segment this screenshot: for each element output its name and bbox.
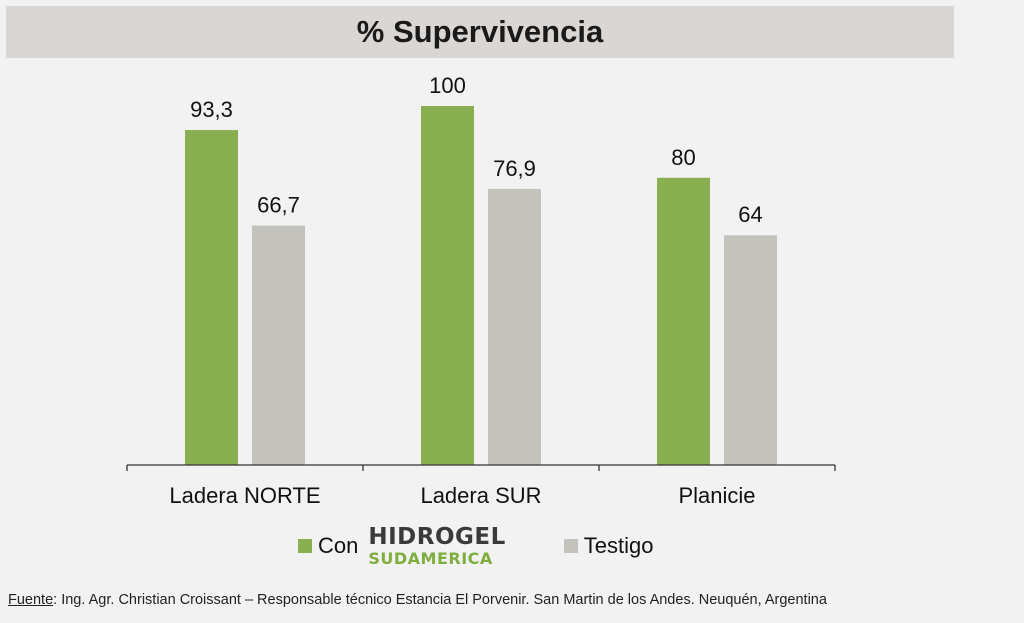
hidrogel-logo: HIDROGEL SUDAMERICA: [368, 523, 506, 568]
legend: Con HIDROGEL SUDAMERICA Testigo: [298, 521, 664, 571]
bar-con: [657, 177, 710, 466]
chart-title: % Supervivencia: [356, 14, 604, 49]
source-footer: Fuente: Ing. Agr. Christian Croissant – …: [8, 592, 827, 608]
bar-con: [421, 106, 474, 465]
legend-swatch-con: [298, 539, 312, 553]
bar-con: [185, 130, 238, 466]
x-tick-label: Ladera NORTE: [169, 483, 320, 508]
data-label: 66,7: [257, 193, 300, 218]
data-label: 64: [738, 202, 762, 227]
chart-title-bar: % Supervivencia: [6, 6, 954, 58]
data-label: 100: [429, 73, 466, 98]
x-tick-label: Ladera SUR: [420, 483, 541, 508]
footer-label: Fuente: [8, 592, 54, 608]
legend-label-testigo: Testigo: [583, 533, 654, 558]
footer-text: : Ing. Agr. Christian Croissant – Respon…: [53, 592, 827, 608]
data-label: 76,9: [493, 156, 536, 181]
logo-text-bottom: SUDAMERICA: [368, 548, 493, 568]
x-tick-label: Planicie: [678, 483, 755, 508]
legend-swatch-testigo: [563, 539, 578, 553]
bar-testigo: [488, 188, 541, 465]
data-label: 93,3: [190, 97, 233, 122]
logo-text-top: HIDROGEL: [368, 523, 506, 550]
data-label: 80: [671, 145, 695, 170]
bar-testigo: [724, 235, 777, 465]
legend-label-con: Con: [318, 533, 359, 558]
bar-testigo: [252, 225, 305, 465]
